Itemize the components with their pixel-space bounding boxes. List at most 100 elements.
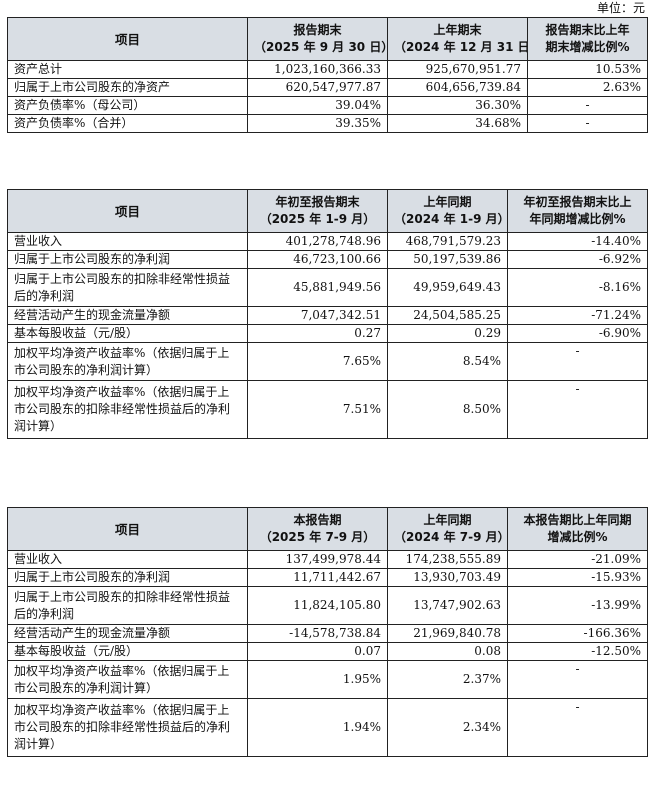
cell-value: 34.68% [387, 114, 528, 133]
row-label: 归属于上市公司股东的净利润 [7, 250, 248, 269]
header-prior-year-end: 上年期末 （2024 年 12 月 31 日） [387, 17, 528, 61]
cell-value: 46,723,100.66 [247, 250, 388, 269]
cell-change: 10.53% [527, 60, 648, 79]
row-label: 加权平均净资产收益率%（依据归属于上市公司股东的扣除非经常性损益后的净利润计算） [7, 698, 248, 757]
cell-value: 49,959,649.43 [387, 268, 508, 307]
table-row: 基本每股收益（元/股） 0.27 0.29 -6.90% [7, 324, 648, 343]
header-current-period: 本报告期 （2025 年 7-9 月） [247, 507, 388, 551]
header-prior-period: 上年同期 （2024 年 7-9 月） [387, 507, 508, 551]
cell-change: -166.36% [507, 624, 648, 643]
cell-value: 468,791,579.23 [387, 232, 508, 251]
header-change-pct: 年初至报告期末比上 年同期增减比例% [507, 189, 648, 233]
cell-change: - [507, 698, 648, 757]
cell-change: -21.09% [507, 550, 648, 569]
unit-label: 单位：元 [596, 1, 645, 15]
quarter-table: 项目 本报告期 （2025 年 7-9 月） 上年同期 （2024 年 7-9 月）… [7, 507, 648, 757]
cell-change: -6.90% [507, 324, 648, 343]
row-label: 归属于上市公司股东的净利润 [7, 568, 248, 587]
row-label: 营业收入 [7, 232, 248, 251]
cell-value: 39.04% [247, 96, 388, 115]
cell-value: 39.35% [247, 114, 388, 133]
table-row: 营业收入 137,499,978.44 174,238,555.89 -21.0… [7, 550, 648, 569]
row-label: 经营活动产生的现金流量净额 [7, 306, 248, 325]
cell-change: -8.16% [507, 268, 648, 307]
cell-change: 2.63% [527, 78, 648, 97]
cell-value: 2.34% [387, 698, 508, 757]
row-label: 资产负债率%（合并） [7, 114, 248, 133]
cell-value: 0.27 [247, 324, 388, 343]
cell-value: 2.37% [387, 660, 508, 699]
cell-value: 36.30% [387, 96, 528, 115]
cell-value: 7.51% [247, 380, 388, 439]
table-header-row: 项目 报告期末 （2025 年 9 月 30 日） 上年期末 （2024 年 12 … [7, 17, 648, 61]
cell-change: -14.40% [507, 232, 648, 251]
row-label: 归属于上市公司股东的净资产 [7, 78, 248, 97]
cell-value: 1.95% [247, 660, 388, 699]
cell-value: 604,656,739.84 [387, 78, 528, 97]
table-row: 归属于上市公司股东的净利润 46,723,100.66 50,197,539.8… [7, 250, 648, 269]
table-row: 经营活动产生的现金流量净额 7,047,342.51 24,504,585.25… [7, 306, 648, 325]
row-label: 加权平均净资产收益率%（依据归属于上市公司股东的扣除非经常性损益后的净利润计算） [7, 380, 248, 439]
cell-value: 1,023,160,366.33 [247, 60, 388, 79]
cell-value: 8.54% [387, 342, 508, 381]
cell-change: - [527, 114, 648, 133]
table-row: 加权平均净资产收益率%（依据归属于上市公司股东的净利润计算） 1.95% 2.3… [7, 660, 648, 699]
cell-change: -12.50% [507, 642, 648, 661]
table-row: 基本每股收益（元/股） 0.07 0.08 -12.50% [7, 642, 648, 661]
cell-value: 174,238,555.89 [387, 550, 508, 569]
cell-change: - [507, 380, 648, 439]
cell-value: 21,969,840.78 [387, 624, 508, 643]
cell-value: 137,499,978.44 [247, 550, 388, 569]
cell-value: 0.29 [387, 324, 508, 343]
balance-table: 项目 报告期末 （2025 年 9 月 30 日） 上年期末 （2024 年 12 … [7, 17, 648, 133]
header-ytd: 年初至报告期末 （2025 年 1-9 月） [247, 189, 388, 233]
table-row: 加权平均净资产收益率%（依据归属于上市公司股东的扣除非经常性损益后的净利润计算）… [7, 380, 648, 439]
cell-change: -15.93% [507, 568, 648, 587]
cell-value: 8.50% [387, 380, 508, 439]
table-row: 归属于上市公司股东的扣除非经常性损益后的净利润 11,824,105.80 13… [7, 586, 648, 625]
table-row: 加权平均净资产收益率%（依据归属于上市公司股东的净利润计算） 7.65% 8.5… [7, 342, 648, 381]
cell-value: 24,504,585.25 [387, 306, 508, 325]
header-change-pct: 报告期末比上年 期末增减比例% [527, 17, 648, 61]
cell-change: -13.99% [507, 586, 648, 625]
cell-value: 620,547,977.87 [247, 78, 388, 97]
cell-value: 11,711,442.67 [247, 568, 388, 587]
cell-change: -71.24% [507, 306, 648, 325]
table-row: 归属于上市公司股东的净利润 11,711,442.67 13,930,703.4… [7, 568, 648, 587]
cell-value: 45,881,949.56 [247, 268, 388, 307]
table-row: 资产负债率%（母公司） 39.04% 36.30% - [7, 96, 648, 115]
table-row: 资产总计 1,023,160,366.33 925,670,951.77 10.… [7, 60, 648, 79]
row-label: 营业收入 [7, 550, 248, 569]
cell-change: -6.92% [507, 250, 648, 269]
row-label: 加权平均净资产收益率%（依据归属于上市公司股东的净利润计算） [7, 342, 248, 381]
table-row: 资产负债率%（合并） 39.35% 34.68% - [7, 114, 648, 133]
cell-value: 50,197,539.86 [387, 250, 508, 269]
cell-value: 0.07 [247, 642, 388, 661]
header-period-end: 报告期末 （2025 年 9 月 30 日） [247, 17, 388, 61]
table-row: 经营活动产生的现金流量净额 -14,578,738.84 21,969,840.… [7, 624, 648, 643]
cell-value: 0.08 [387, 642, 508, 661]
row-label: 基本每股收益（元/股） [7, 642, 248, 661]
cell-value: 401,278,748.96 [247, 232, 388, 251]
cell-value: -14,578,738.84 [247, 624, 388, 643]
table-row: 加权平均净资产收益率%（依据归属于上市公司股东的扣除非经常性损益后的净利润计算）… [7, 698, 648, 757]
cell-value: 13,930,703.49 [387, 568, 508, 587]
table-row: 归属于上市公司股东的扣除非经常性损益后的净利润 45,881,949.56 49… [7, 268, 648, 307]
table-row: 营业收入 401,278,748.96 468,791,579.23 -14.4… [7, 232, 648, 251]
cell-change: - [507, 342, 648, 381]
header-item: 项目 [7, 17, 248, 61]
header-prior-period: 上年同期 （2024 年 1-9 月） [387, 189, 508, 233]
table-header-row: 项目 本报告期 （2025 年 7-9 月） 上年同期 （2024 年 7-9 月）… [7, 507, 648, 551]
cell-value: 1.94% [247, 698, 388, 757]
cell-value: 7.65% [247, 342, 388, 381]
row-label: 加权平均净资产收益率%（依据归属于上市公司股东的净利润计算） [7, 660, 248, 699]
cell-value: 11,824,105.80 [247, 586, 388, 625]
row-label: 资产负债率%（母公司） [7, 96, 248, 115]
row-label: 归属于上市公司股东的扣除非经常性损益后的净利润 [7, 586, 248, 625]
cell-change: - [527, 96, 648, 115]
cell-value: 7,047,342.51 [247, 306, 388, 325]
header-item: 项目 [7, 189, 248, 233]
row-label: 归属于上市公司股东的扣除非经常性损益后的净利润 [7, 268, 248, 307]
row-label: 基本每股收益（元/股） [7, 324, 248, 343]
cell-value: 925,670,951.77 [387, 60, 528, 79]
